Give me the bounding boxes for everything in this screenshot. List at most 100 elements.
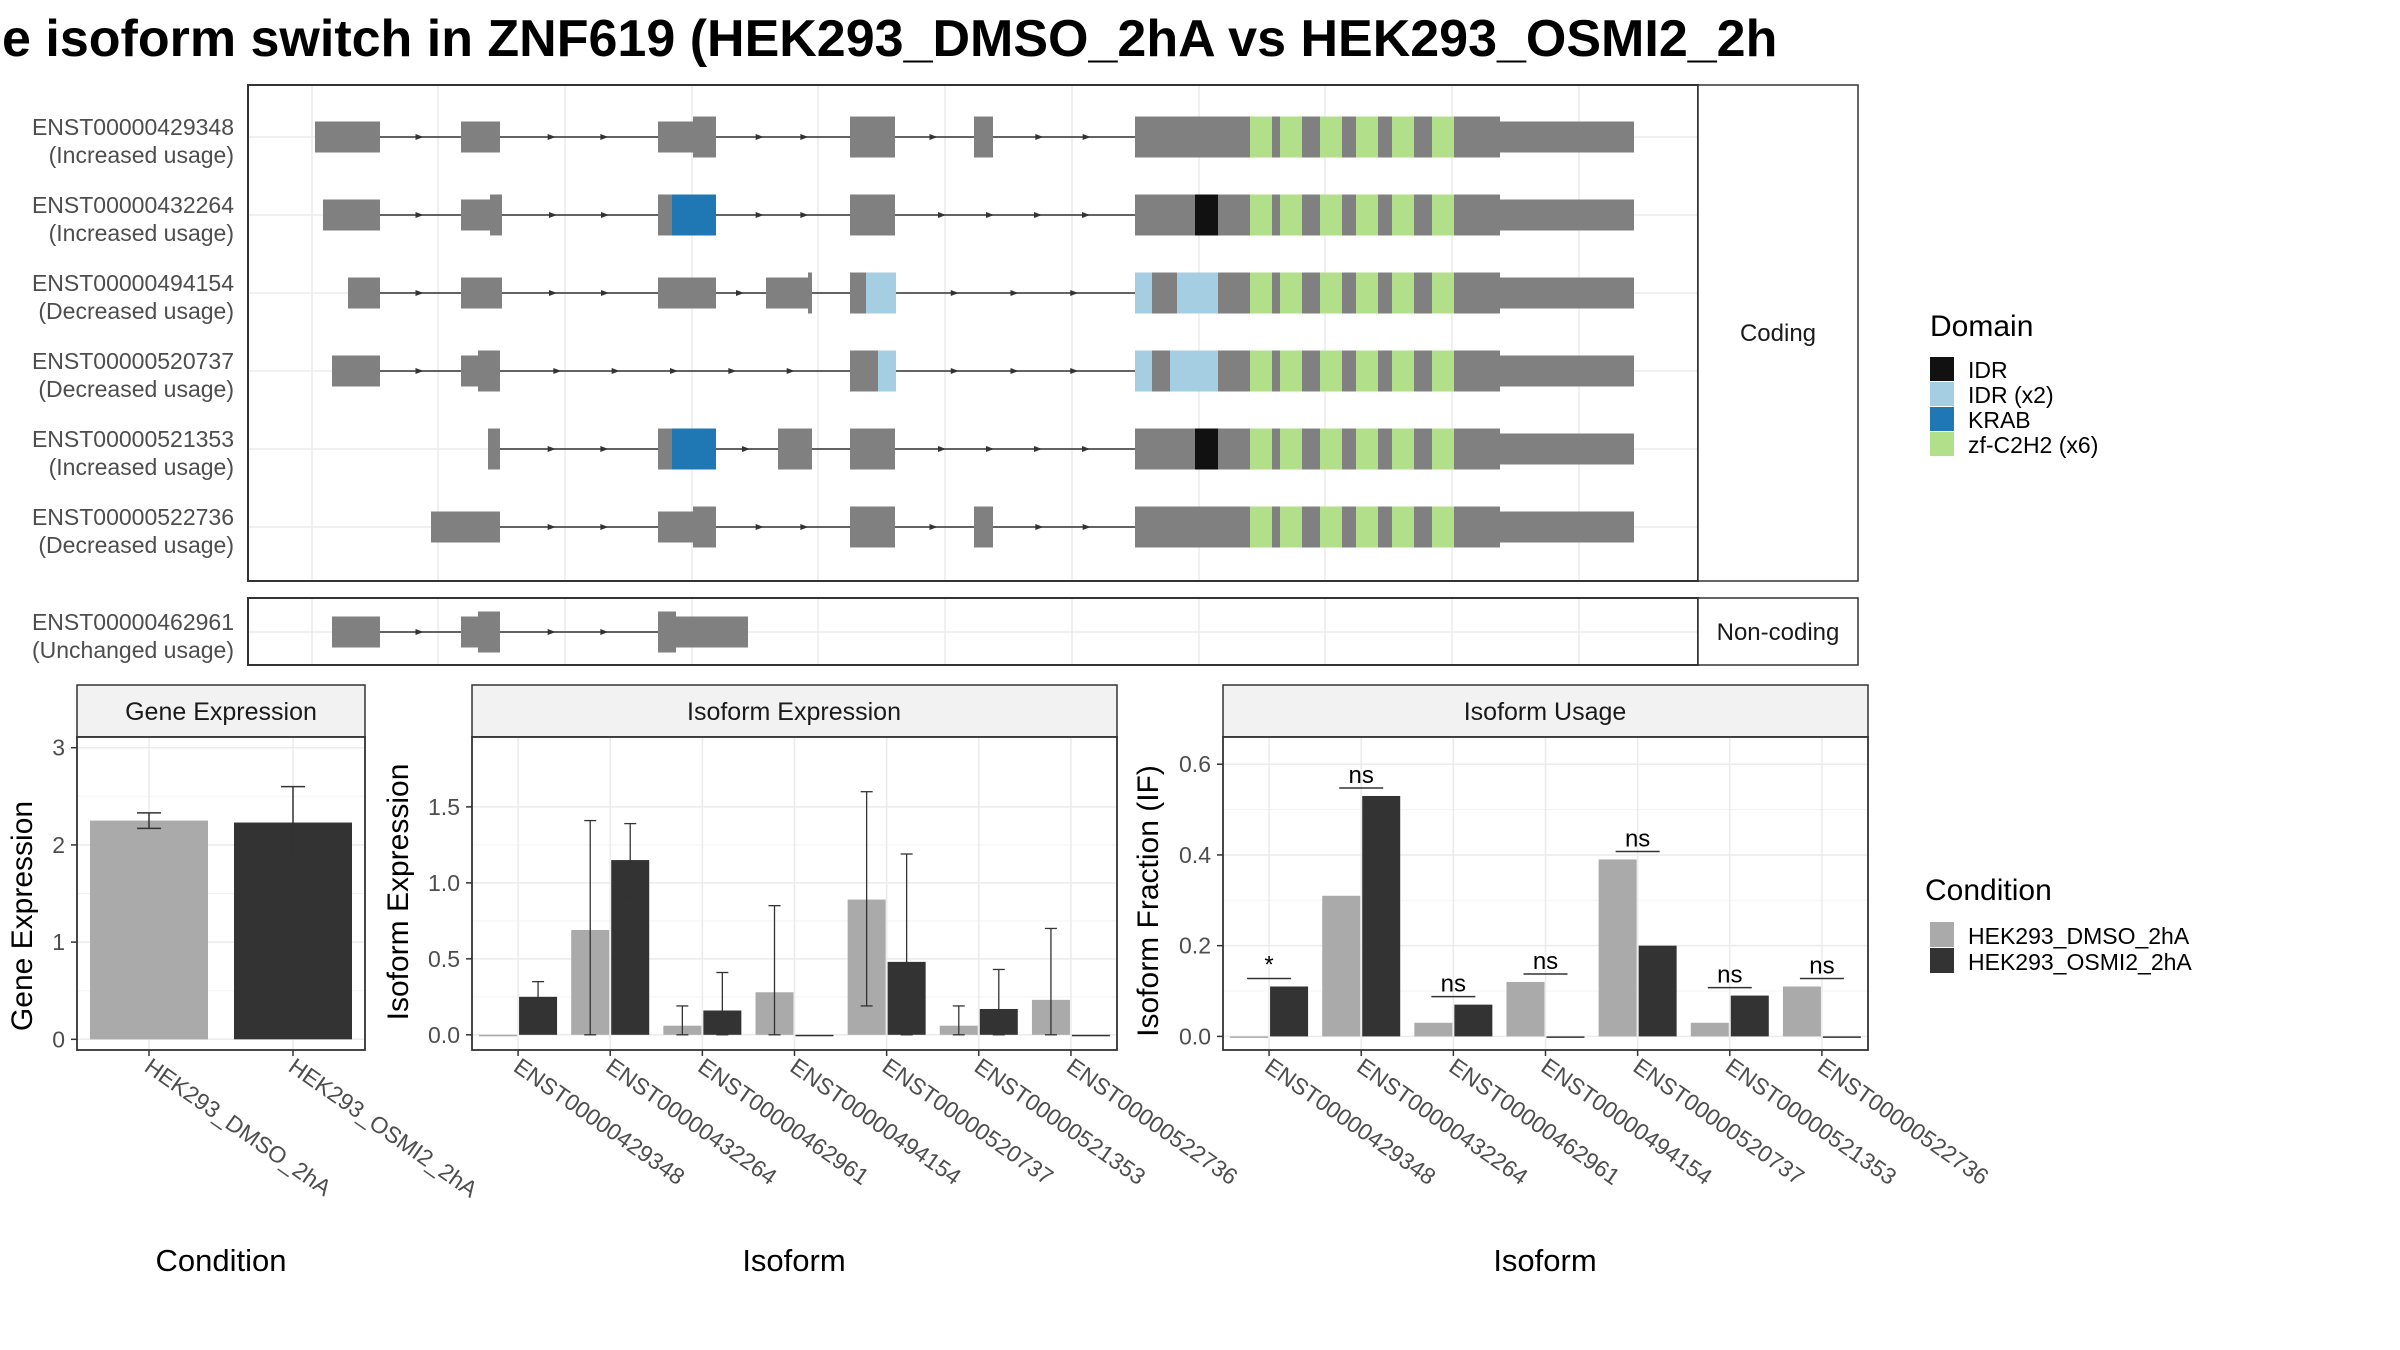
plot-border	[1222, 736, 1869, 1051]
exon-block	[478, 350, 500, 392]
zf-c2h2-domain	[1320, 194, 1342, 236]
intron-arrow	[547, 629, 556, 635]
exon-block	[1135, 428, 1250, 470]
zf-c2h2-domain	[1280, 428, 1302, 470]
zf-c2h2-domain	[1250, 194, 1272, 236]
isoform-expression-plot: 0.0 0.5 1.0 1.5 ENST00000429348ENST000004322…	[428, 736, 1242, 1190]
exon-block	[1135, 506, 1250, 548]
zf-c2h2-domain	[1356, 272, 1378, 314]
exon-block	[658, 428, 672, 470]
exon-block	[488, 428, 500, 470]
coding-strip-label: Coding	[1740, 320, 1816, 347]
zf-c2h2-domain	[1280, 506, 1302, 548]
idr-x2-domain	[866, 272, 896, 314]
exon-block	[315, 121, 380, 153]
bar	[1230, 1036, 1269, 1038]
isoform-expression-panel: Isoform Expression Isoform Expression Is…	[382, 684, 1242, 1278]
intron-arrow	[600, 524, 609, 530]
isoform-track	[323, 194, 1634, 236]
intron-arrow	[800, 212, 809, 218]
isoform-expression-strip-title: Isoform Expression	[687, 698, 901, 726]
isoform-usage-label: (Increased usage)	[49, 454, 234, 480]
isoform-track	[315, 116, 1634, 158]
gene-expression-strip	[76, 684, 366, 738]
zf-c2h2-domain	[1392, 272, 1414, 314]
idr-x2-domain	[1135, 350, 1152, 392]
intron-arrow	[600, 446, 609, 452]
x-tick-label: ENST00000462961	[1444, 1053, 1624, 1190]
idr-x2-domain	[1177, 272, 1218, 314]
exon-block	[461, 277, 502, 309]
intron-arrow	[600, 134, 609, 140]
legend-key-osmi2	[1930, 948, 1954, 973]
bar	[1638, 945, 1677, 1037]
isoform-id-label: ENST00000462961	[32, 609, 234, 635]
zf-c2h2-domain	[1280, 350, 1302, 392]
isoform-usage-label: (Increased usage)	[49, 220, 234, 246]
intron-arrow	[549, 290, 557, 296]
bar	[1730, 995, 1769, 1037]
intron-arrow	[1035, 134, 1044, 140]
y-tick-label: 0.6	[1179, 751, 1211, 777]
isoform-expression-y-axis-title: Isoform Expression	[382, 764, 415, 1021]
x-tick-label: ENST00000432264	[1352, 1053, 1533, 1190]
intron-arrow	[755, 212, 764, 218]
isoform-id-label: ENST00000432264	[32, 192, 234, 218]
y-tick-label: 0.4	[1179, 842, 1211, 868]
x-tick-label: ENST00000520737	[1629, 1053, 1809, 1190]
bar	[1782, 986, 1821, 1037]
exon-block	[478, 611, 500, 653]
noncoding-strip	[1697, 597, 1859, 666]
isoform-id-label: ENST00000429348	[32, 114, 234, 140]
isoform-usage-label: (Unchanged usage)	[32, 637, 234, 663]
isoform-usage-plot: 0.0 0.2 0.4 0.6 ENST00000429348ENST000004322…	[1179, 736, 1993, 1190]
exon-block	[1500, 511, 1634, 543]
intron-arrow	[938, 446, 946, 452]
intron-arrow	[1070, 290, 1079, 296]
x-tick-label: ENST00000429348	[509, 1053, 689, 1190]
isoform-usage-label: (Increased usage)	[49, 142, 234, 168]
isoform-track	[348, 272, 1634, 314]
significance-label: ns	[1625, 825, 1650, 852]
intron-arrow	[415, 368, 424, 374]
significance-label: ns	[1809, 952, 1834, 979]
exon-block	[676, 616, 748, 648]
isoform-id-label: ENST00000521353	[32, 426, 234, 452]
x-tick-label: ENST00000432264	[601, 1053, 782, 1190]
exon-block	[1135, 194, 1250, 236]
coding-isoform-tracks	[315, 116, 1634, 548]
coding-strip	[1697, 84, 1859, 582]
intron-arrow	[601, 212, 609, 218]
exon-block	[850, 272, 866, 314]
noncoding-structure-panel: Non-coding	[247, 597, 1859, 666]
isoform-usage-label: (Decreased usage)	[38, 376, 234, 402]
intron-arrow	[553, 368, 562, 374]
intron-arrow	[742, 446, 750, 452]
zf-c2h2-domain	[1356, 194, 1378, 236]
bar	[1822, 1036, 1861, 1038]
intron-arrow	[549, 212, 557, 218]
intron-arrow	[1034, 446, 1042, 452]
x-tick-label: ENST00000494154	[1537, 1053, 1718, 1190]
legend-key-krab	[1930, 407, 1954, 431]
zf-c2h2-domain	[1320, 272, 1342, 314]
zf-c2h2-domain	[1250, 506, 1272, 548]
zf-c2h2-domain	[1320, 350, 1342, 392]
intron-arrow	[415, 290, 424, 296]
significance-label: *	[1264, 951, 1273, 978]
intron-arrow	[1035, 524, 1044, 530]
zf-c2h2-domain	[1250, 350, 1272, 392]
isoform-id-label: ENST00000522736	[32, 504, 234, 530]
x-tick-label: ENST00000520737	[878, 1053, 1058, 1190]
exon-block	[778, 428, 812, 470]
bar	[1322, 895, 1361, 1037]
isoform-id-label: ENST00000520737	[32, 348, 234, 374]
zf-c2h2-domain	[1280, 116, 1302, 158]
exon-block	[1135, 116, 1250, 158]
exon-block	[461, 121, 500, 153]
isoform-expression-x-axis-title: Isoform	[742, 1243, 845, 1278]
isoform-id-label: ENST00000494154	[32, 270, 234, 296]
isoform-track	[332, 350, 1634, 392]
bar	[1506, 981, 1545, 1037]
intron-arrow	[986, 446, 994, 452]
